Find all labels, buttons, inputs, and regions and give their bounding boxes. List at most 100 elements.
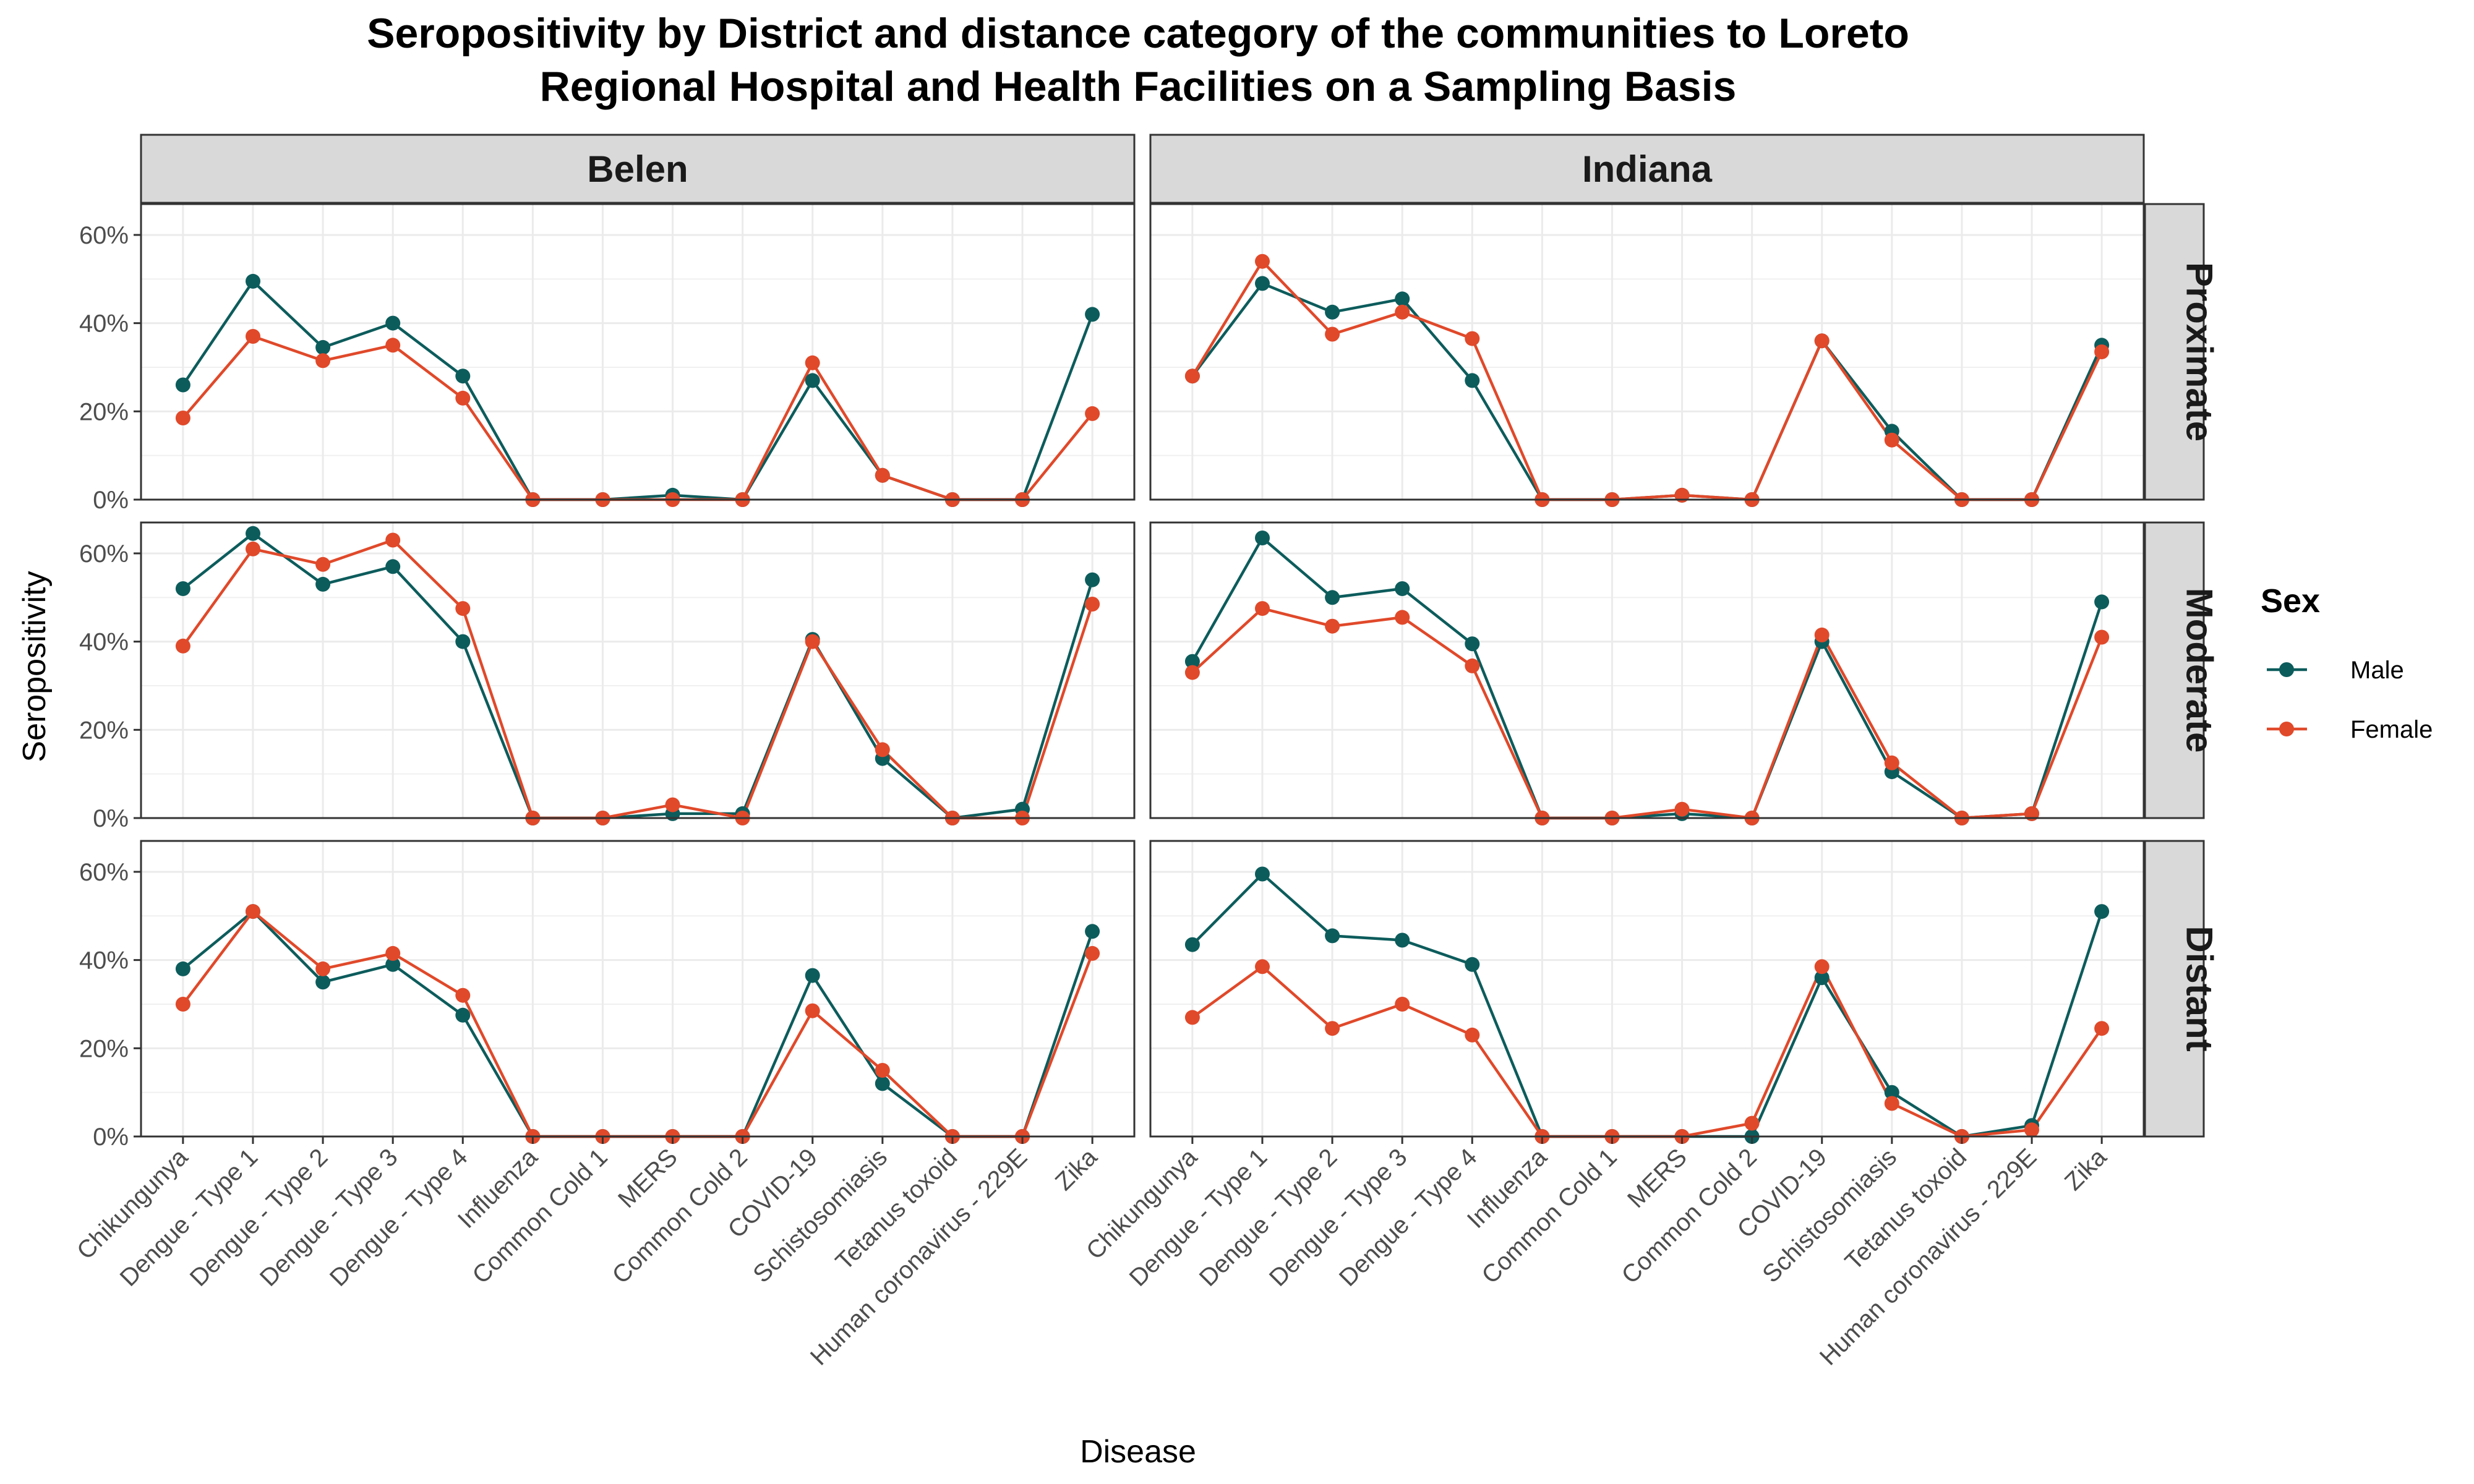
data-point-male-zika bbox=[1085, 572, 1100, 587]
data-point-male-dengue-type-3 bbox=[1395, 291, 1410, 307]
data-point-female-dengue-type-4 bbox=[455, 987, 471, 1003]
data-point-male-covid-19 bbox=[1814, 970, 1830, 986]
data-point-male-dengue-type-3 bbox=[385, 315, 401, 331]
panel-belen-proximate: 0% 20% 40% 60% bbox=[79, 203, 1136, 514]
panel-background bbox=[141, 204, 1134, 500]
panel-border bbox=[1149, 203, 2145, 501]
y-tick-label: 60% bbox=[79, 859, 129, 886]
facet-strip-label-belen: Belen bbox=[587, 148, 688, 190]
data-point-male-dengue-type-4 bbox=[455, 634, 471, 649]
y-tick-label: 60% bbox=[79, 540, 129, 568]
y-tick-label: 0% bbox=[93, 1124, 129, 1151]
x-axis-title: Disease bbox=[1080, 1434, 1196, 1470]
data-point-female-dengue-type-1 bbox=[246, 541, 260, 556]
panel-background bbox=[1150, 522, 2144, 818]
data-point-female-dengue-type-2 bbox=[1325, 326, 1340, 342]
legend: Sex Male Female bbox=[2261, 582, 2433, 743]
data-point-male-dengue-type-2 bbox=[315, 974, 331, 990]
chart-title: Seropositivity by District and distance … bbox=[367, 10, 1909, 110]
panel-belen-distant: 0% 20% 40% 60% bbox=[79, 840, 1136, 1151]
data-point-female-covid-19 bbox=[1814, 333, 1830, 349]
data-point-male-schistosomiasis bbox=[875, 1076, 890, 1091]
data-point-male-dengue-type-2 bbox=[315, 576, 331, 592]
data-point-female-zika bbox=[2094, 1021, 2110, 1036]
panel-border bbox=[140, 203, 1136, 501]
panel-border bbox=[140, 521, 1136, 819]
panel-border bbox=[1149, 521, 2145, 819]
data-point-female-dengue-type-2 bbox=[315, 961, 331, 976]
facet-strip-label-proximate: Proximate bbox=[2179, 262, 2220, 441]
data-point-male-dengue-type-1 bbox=[1255, 866, 1270, 882]
data-point-male-dengue-type-1 bbox=[246, 526, 260, 541]
data-point-female-zika bbox=[1085, 406, 1100, 421]
data-point-female-zika bbox=[1085, 945, 1100, 961]
data-point-female-zika bbox=[2094, 344, 2110, 359]
panel-indiana-distant bbox=[1149, 840, 2145, 1144]
facet-strip-moderate bbox=[2144, 521, 2205, 819]
data-point-female-chikungunya bbox=[175, 997, 190, 1012]
data-point-male-zika bbox=[2094, 904, 2110, 919]
data-point-male-dengue-type-1 bbox=[1255, 531, 1270, 545]
data-point-female-covid-19 bbox=[805, 355, 820, 370]
data-point-male-dengue-type-3 bbox=[1395, 932, 1410, 948]
legend-label-female: Female bbox=[2350, 716, 2433, 743]
data-point-female-mers bbox=[1674, 801, 1690, 817]
data-point-female-schistosomiasis bbox=[875, 467, 890, 483]
data-point-male-covid-19 bbox=[805, 968, 820, 983]
data-point-male-dengue-type-4 bbox=[455, 369, 471, 384]
data-point-male-chikungunya bbox=[1184, 937, 1200, 952]
data-point-female-schistosomiasis bbox=[875, 1063, 890, 1078]
data-point-female-dengue-type-2 bbox=[1325, 1021, 1340, 1036]
data-point-male-dengue-type-3 bbox=[1395, 581, 1410, 596]
data-point-male-dengue-type-1 bbox=[246, 273, 260, 289]
data-point-female-chikungunya bbox=[1184, 1010, 1200, 1025]
y-axis-title: Seropositivity bbox=[17, 571, 53, 762]
y-tick-label: 0% bbox=[93, 805, 129, 832]
chart-title-line-1: Seropositivity by District and distance … bbox=[367, 10, 1909, 57]
data-point-female-covid-19 bbox=[805, 634, 820, 649]
data-point-female-dengue-type-1 bbox=[1255, 254, 1270, 269]
facet-strip-indiana bbox=[1149, 134, 2145, 204]
data-point-female-human-coronavirus-229e bbox=[2024, 1122, 2039, 1138]
data-point-female-dengue-type-1 bbox=[246, 329, 260, 344]
data-point-male-dengue-type-4 bbox=[1465, 636, 1480, 652]
data-point-female-dengue-type-3 bbox=[1395, 304, 1410, 320]
series-line-female bbox=[1191, 607, 2104, 820]
panel-background bbox=[141, 841, 1134, 1136]
data-point-male-chikungunya bbox=[175, 961, 190, 976]
y-tick-label: 20% bbox=[79, 1035, 129, 1062]
panel-belen-moderate: 0% 20% 40% 60% bbox=[79, 521, 1136, 832]
panel-indiana-moderate bbox=[1149, 521, 2145, 825]
data-point-female-covid-19 bbox=[1814, 959, 1830, 974]
data-point-female-dengue-type-1 bbox=[1255, 601, 1270, 616]
facet-strip-distant bbox=[2144, 840, 2205, 1138]
data-point-male-dengue-type-4 bbox=[455, 1007, 471, 1023]
data-point-female-dengue-type-3 bbox=[385, 338, 401, 353]
panel-border bbox=[1149, 840, 2145, 1138]
data-point-male-dengue-type-2 bbox=[1325, 590, 1340, 605]
data-point-male-zika bbox=[1085, 307, 1100, 322]
data-point-female-dengue-type-4 bbox=[455, 390, 471, 406]
data-point-female-chikungunya bbox=[1184, 665, 1200, 680]
data-point-male-chikungunya bbox=[1184, 654, 1200, 669]
legend-title: Sex bbox=[2261, 582, 2320, 620]
data-point-female-dengue-type-1 bbox=[246, 904, 260, 919]
data-point-female-schistosomiasis bbox=[875, 742, 890, 757]
panel-background bbox=[1150, 204, 2144, 500]
legend-label-male: Male bbox=[2350, 657, 2404, 684]
chart-title-line-2: Regional Hospital and Health Facilities … bbox=[540, 63, 1737, 110]
data-point-male-dengue-type-3 bbox=[385, 559, 401, 574]
data-point-female-covid-19 bbox=[1814, 627, 1830, 642]
data-point-female-schistosomiasis bbox=[1884, 432, 1899, 448]
data-point-female-dengue-type-3 bbox=[385, 532, 401, 548]
data-point-female-schistosomiasis bbox=[1884, 1096, 1899, 1111]
data-point-male-dengue-type-2 bbox=[1325, 928, 1340, 944]
data-point-male-zika bbox=[2094, 594, 2110, 610]
data-point-female-dengue-type-3 bbox=[1395, 997, 1410, 1012]
data-point-male-chikungunya bbox=[175, 581, 190, 596]
facet-strip-proximate bbox=[2144, 203, 2205, 501]
facet-strip-label-indiana: Indiana bbox=[1582, 148, 1713, 190]
data-point-female-dengue-type-2 bbox=[315, 556, 331, 572]
facet-panels: Belen Indiana Proximate Moderate Distant 0% 20… bbox=[79, 134, 2220, 1151]
